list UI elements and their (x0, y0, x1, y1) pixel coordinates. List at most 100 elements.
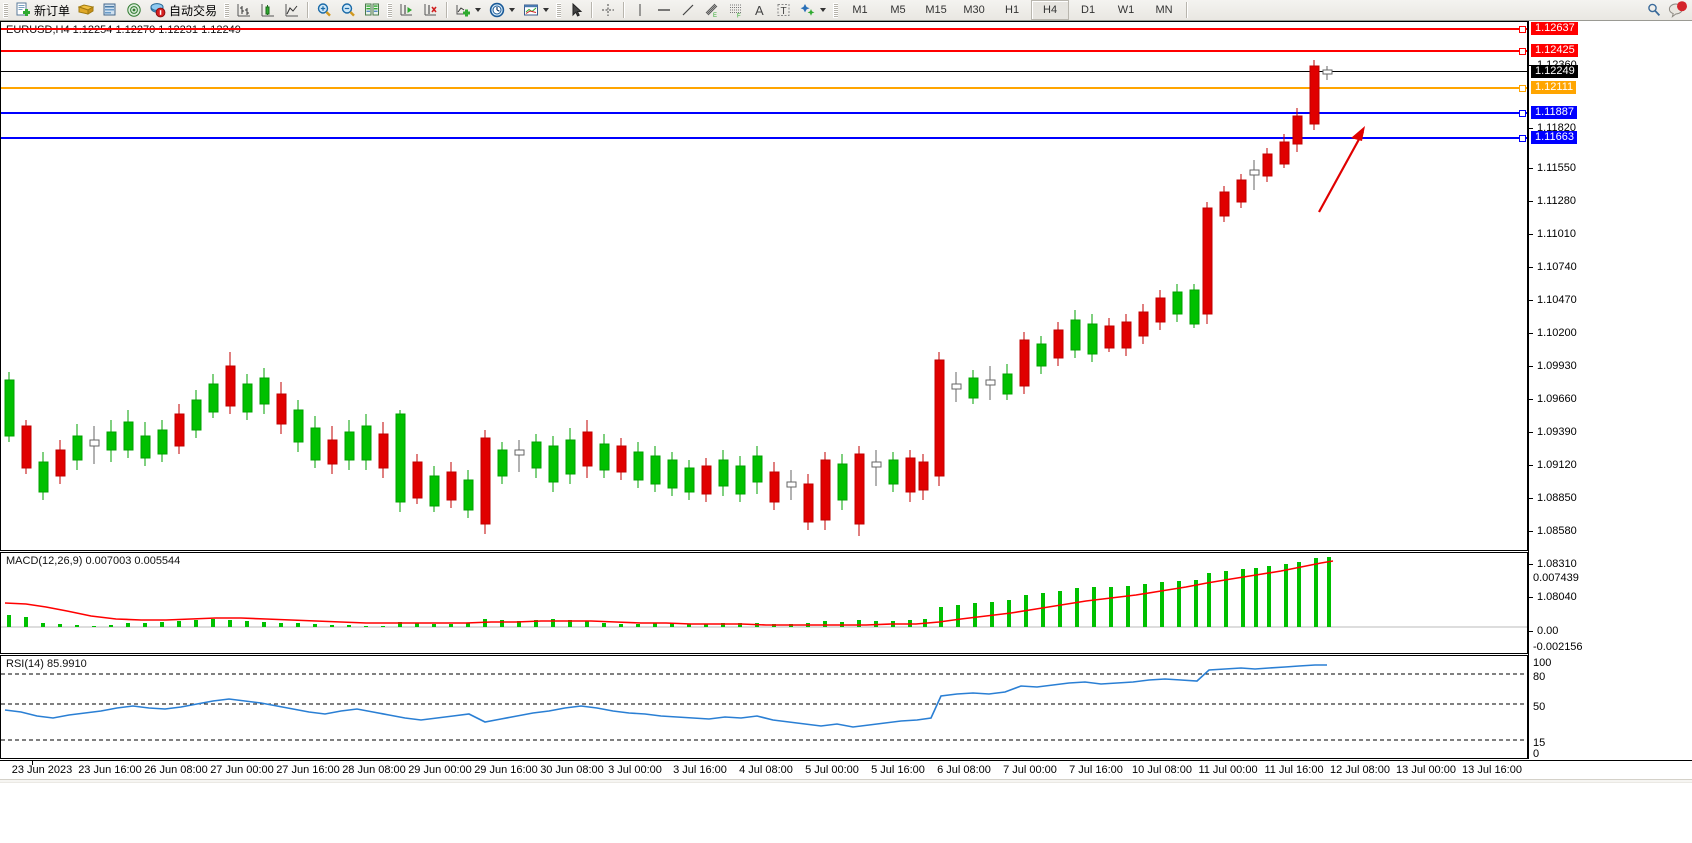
macd-tick-zero: 0.00 (1529, 625, 1692, 637)
price-scale[interactable]: 1.12360 1.11820 1.11550 1.11280 1.11010 … (1528, 21, 1692, 760)
toolbar-grip-periods[interactable] (833, 2, 839, 18)
rsi-tick-80: 80 (1533, 671, 1546, 683)
market-watch-button[interactable] (98, 0, 122, 21)
level-line-support-1[interactable] (1, 112, 1527, 114)
svg-text:E: E (713, 13, 717, 18)
toolbar-grip-draw[interactable] (556, 2, 562, 18)
timeframe-m30[interactable]: M30 (963, 4, 985, 16)
toolbar-grip-scroll[interactable] (387, 2, 393, 18)
timeframe-h4[interactable]: H4 (1031, 0, 1070, 20)
price-pane[interactable]: EURUSD,H4 1.12254 1.12270 1.12231 1.1224… (0, 21, 1528, 551)
folder-icon (78, 2, 95, 18)
new-order-button[interactable]: 新订单 (11, 0, 74, 21)
toolbar-grip[interactable] (3, 2, 8, 18)
timeframe-d1[interactable]: D1 (1081, 4, 1096, 16)
zoom-out-button[interactable] (336, 0, 360, 21)
timeframe-w1[interactable]: W1 (1117, 4, 1135, 16)
candlestick-chart-button[interactable] (256, 0, 280, 21)
time-label: 3 Jul 16:00 (673, 764, 727, 776)
autotrading-label: 自动交易 (169, 3, 218, 18)
price-tick: 1.10740 (1529, 261, 1692, 273)
time-scale[interactable]: 23 Jun 2023 23 Jun 16:00 26 Jun 08:00 27… (0, 760, 1692, 779)
timeframe-m5[interactable]: M5 (890, 4, 906, 16)
objects-button[interactable] (796, 0, 830, 21)
level-handle-support-1[interactable] (1519, 110, 1526, 117)
alerts-icon[interactable] (1668, 1, 1688, 19)
timeframe-mn[interactable]: MN (1155, 4, 1173, 16)
timeframe-m1[interactable]: M1 (852, 4, 868, 16)
chevron-down-icon[interactable] (820, 8, 827, 12)
text-button[interactable]: A (748, 0, 772, 21)
price-tick: 1.09390 (1529, 426, 1692, 438)
auto-scroll-button[interactable] (395, 0, 419, 21)
auto-scroll-icon (399, 2, 415, 18)
rsi-pane[interactable]: RSI(14) 85.9910 (0, 655, 1528, 759)
level-line-resistance-1[interactable] (1, 28, 1527, 30)
level-handle-support-2[interactable] (1519, 135, 1526, 142)
price-label-support-1[interactable]: 1.11887 (1531, 106, 1577, 119)
chevron-down-icon[interactable] (475, 8, 482, 12)
fibonacci-button[interactable]: F (724, 0, 748, 21)
price-tick: 1.08310 (1529, 558, 1692, 570)
price-label-resistance-2[interactable]: 1.12425 (1531, 44, 1578, 57)
level-line-resistance-2[interactable] (1, 50, 1527, 52)
indicators-button[interactable] (451, 0, 485, 21)
price-label-resistance-1[interactable]: 1.12637 (1531, 22, 1578, 35)
toolbar-separator-4 (623, 2, 626, 18)
time-label: 29 Jun 16:00 (474, 764, 538, 776)
navigator-button[interactable] (122, 0, 146, 21)
time-label: 13 Jul 16:00 (1462, 764, 1522, 776)
time-label: 29 Jun 00:00 (408, 764, 472, 776)
text-label-button[interactable]: T (772, 0, 796, 21)
time-label: 30 Jun 08:00 (540, 764, 604, 776)
periods-button[interactable] (485, 0, 519, 21)
svg-text:T: T (781, 6, 787, 17)
price-label-support-2[interactable]: 1.11663 (1531, 131, 1577, 144)
templates-button[interactable] (519, 0, 553, 21)
svg-text:F: F (737, 14, 741, 19)
zoom-out-icon (340, 2, 356, 18)
bar-chart-button[interactable] (232, 0, 256, 21)
equidistant-channel-button[interactable]: E (700, 0, 724, 21)
toolbar-separator-1 (307, 2, 310, 18)
status-bar-divider (0, 779, 1692, 783)
level-handle-resistance-1[interactable] (1519, 26, 1526, 33)
toolbar-separator-5 (1186, 2, 1189, 18)
line-chart-button[interactable] (280, 0, 304, 21)
macd-pane[interactable]: MACD(12,26,9) 0.007003 0.005544 (0, 552, 1528, 654)
search-icon[interactable] (1646, 2, 1662, 18)
clock-icon (489, 2, 505, 18)
rsi-header: RSI(14) 85.9910 (6, 658, 87, 670)
time-label: 5 Jul 16:00 (871, 764, 925, 776)
candlestick-chart-icon (260, 2, 276, 18)
price-tick: 1.09660 (1529, 393, 1692, 405)
horizontal-line-button[interactable] (652, 0, 676, 21)
chevron-down-icon[interactable] (509, 8, 516, 12)
status-bar (0, 779, 1692, 843)
profiles-button[interactable] (74, 0, 98, 21)
chart-container[interactable]: EURUSD,H4 1.12254 1.12270 1.12231 1.1224… (0, 21, 1692, 843)
level-handle-resistance-2[interactable] (1519, 48, 1526, 55)
cursor-button[interactable] (564, 0, 588, 21)
chart-shift-button[interactable] (419, 0, 443, 21)
level-handle-pending-order[interactable] (1519, 85, 1526, 92)
zoom-in-button[interactable] (312, 0, 336, 21)
level-line-pending-order[interactable] (1, 87, 1527, 89)
vertical-line-button[interactable] (628, 0, 652, 21)
price-tick: 1.10470 (1529, 294, 1692, 306)
tile-windows-button[interactable] (360, 0, 384, 21)
autotrading-button[interactable]: 自动交易 (146, 0, 221, 21)
navigator-icon (126, 2, 142, 18)
timeframe-h1[interactable]: H1 (1005, 4, 1020, 16)
chevron-down-icon[interactable] (543, 8, 550, 12)
timeframe-m15[interactable]: M15 (925, 4, 947, 16)
time-label: 23 Jun 2023 (11, 764, 73, 776)
level-line-support-2[interactable] (1, 137, 1527, 139)
fibonacci-icon: F (728, 2, 744, 18)
time-label: 11 Jul 16:00 (1264, 764, 1324, 776)
toolbar-separator-2 (446, 2, 449, 18)
crosshair-button[interactable] (596, 0, 620, 21)
toolbar-grip-charts[interactable] (224, 2, 230, 18)
price-label-pending-order[interactable]: 1.12111 (1531, 81, 1577, 94)
trendline-button[interactable] (676, 0, 700, 21)
